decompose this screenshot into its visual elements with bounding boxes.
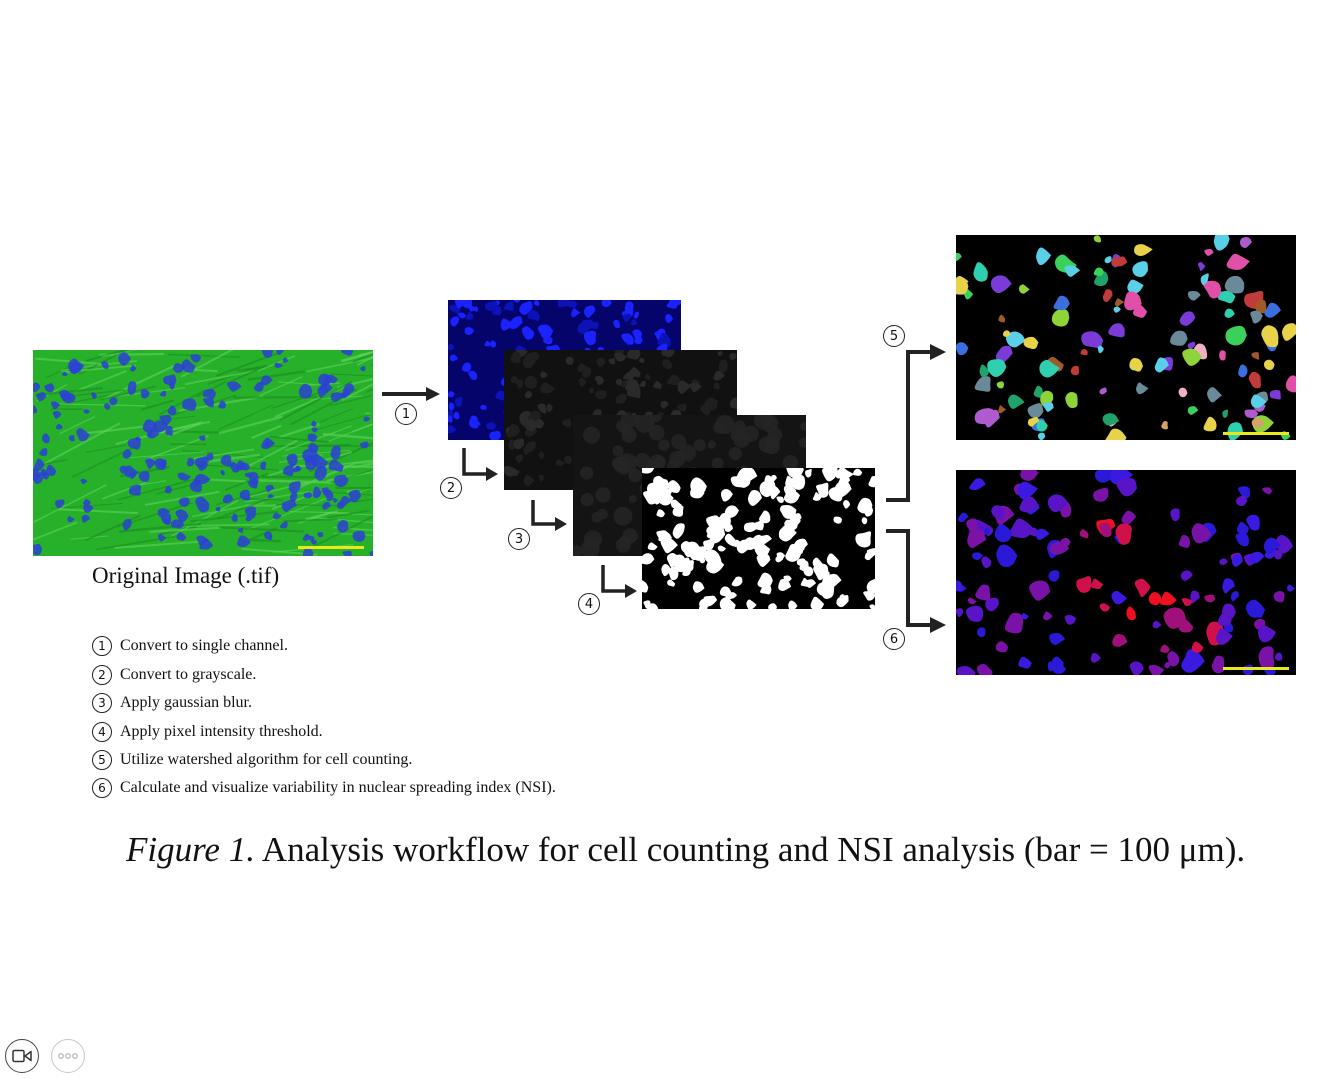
step-text: Apply pixel intensity threshold.: [120, 723, 323, 740]
video-camera-icon: [12, 1049, 32, 1063]
step-item: 1 Convert to single channel.: [92, 634, 288, 658]
nsi-variability-image: [956, 470, 1296, 675]
more-options-button[interactable]: [51, 1039, 85, 1073]
figure-caption: Figure 1. Analysis workflow for cell cou…: [126, 830, 1245, 870]
step-item: 3 Apply gaussian blur.: [92, 691, 252, 715]
arrow-step-1: [382, 387, 440, 401]
step-item: 4 Apply pixel intensity threshold.: [92, 720, 323, 744]
step-text: Apply gaussian blur.: [120, 694, 252, 711]
step-item: 5 Utilize watershed algorithm for cell c…: [92, 748, 412, 772]
marker-1: 1: [395, 403, 417, 425]
step-number: 3: [92, 693, 112, 713]
marker-2: 2: [440, 477, 462, 499]
step-text: Convert to single channel.: [120, 637, 288, 654]
marker-6: 6: [883, 628, 905, 650]
step-number: 2: [92, 665, 112, 685]
marker-4: 4: [578, 593, 600, 615]
original-image: [33, 350, 373, 556]
step-number: 4: [92, 722, 112, 742]
figure-caption-text: Analysis workflow for cell counting and …: [254, 830, 1246, 869]
marker-3: 3: [508, 528, 530, 550]
step-text: Convert to grayscale.: [120, 666, 257, 683]
step-text: Utilize watershed algorithm for cell cou…: [120, 751, 413, 768]
arrow-step-3: [531, 500, 567, 531]
arrow-step-5: [886, 344, 946, 502]
arrow-step-6: [886, 529, 946, 633]
step-number: 1: [92, 636, 112, 656]
step-text: Calculate and visualize variability in n…: [120, 779, 556, 796]
step-number: 6: [92, 778, 112, 798]
watershed-cell-count-image: [956, 235, 1296, 440]
arrow-step-4: [601, 565, 637, 598]
step-number: 5: [92, 750, 112, 770]
figure-label: Figure 1.: [126, 830, 255, 869]
arrow-step-2: [462, 448, 498, 481]
marker-5: 5: [883, 325, 905, 347]
step-item: 2 Convert to grayscale.: [92, 663, 256, 687]
more-options-icon: [58, 1053, 78, 1059]
video-camera-button[interactable]: [5, 1039, 39, 1073]
original-image-caption: Original Image (.tif): [92, 563, 280, 588]
step-item: 6 Calculate and visualize variability in…: [92, 776, 556, 800]
threshold-image: [642, 468, 875, 609]
